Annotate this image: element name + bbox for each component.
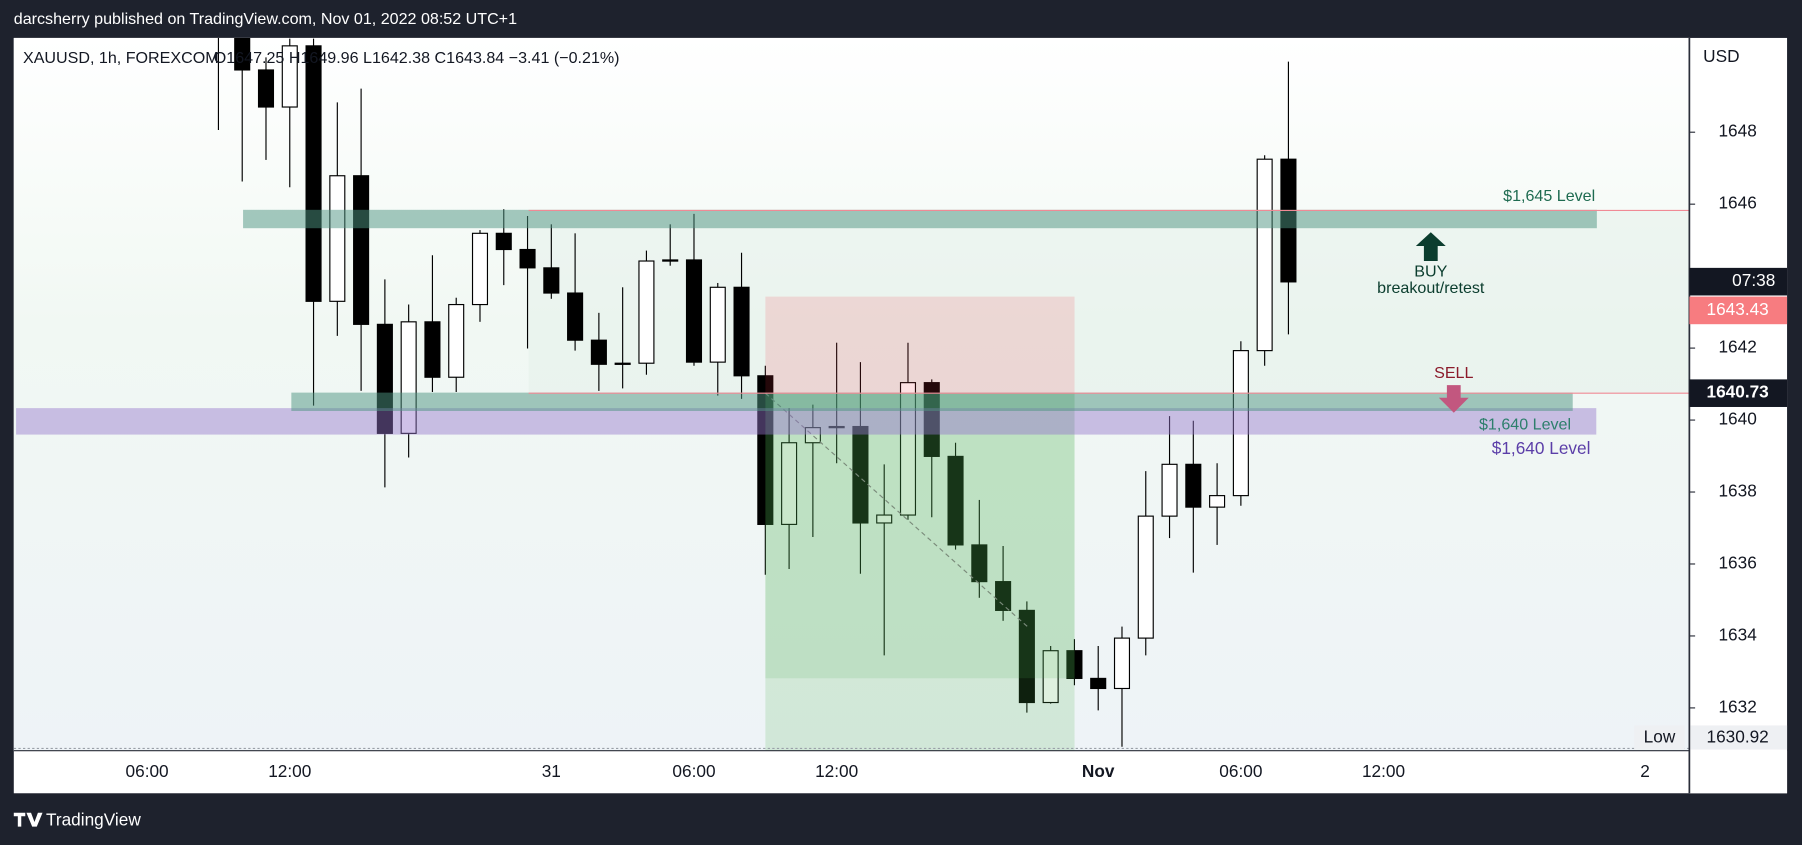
x-tick-label: 12:00 bbox=[268, 761, 311, 781]
axis-corner bbox=[1689, 750, 1788, 794]
stop-zone bbox=[765, 296, 1075, 394]
candle-body bbox=[876, 514, 893, 524]
candle-body bbox=[257, 69, 275, 108]
symbol: XAUUSD, 1h, FOREXCOM bbox=[23, 49, 219, 67]
candle-body bbox=[638, 260, 655, 364]
candles bbox=[217, 37, 1297, 747]
zone-1640-teal bbox=[291, 392, 1573, 412]
candle-body bbox=[614, 362, 631, 365]
y-tick-label: 1634 bbox=[1718, 624, 1757, 644]
zone-1640-purple bbox=[16, 408, 1597, 435]
candle-body bbox=[899, 382, 917, 516]
target-zone bbox=[765, 393, 1075, 679]
target-zone-lower bbox=[765, 678, 1075, 751]
x-tick-label: 06:00 bbox=[1219, 761, 1262, 781]
candle-body bbox=[1185, 463, 1202, 508]
last-price: 1643.43 bbox=[1706, 299, 1768, 319]
candle-body bbox=[781, 442, 798, 525]
candle-body bbox=[1209, 495, 1226, 508]
candle-body bbox=[947, 455, 964, 546]
candle-body bbox=[543, 267, 560, 294]
annotation: breakout/retest bbox=[1377, 279, 1485, 297]
candle-body bbox=[424, 321, 441, 378]
y-tick-label: 1646 bbox=[1718, 193, 1756, 213]
publisher: darcsherry published on TradingView.com,… bbox=[14, 10, 517, 28]
candle-body bbox=[852, 425, 869, 524]
annotation: BUY bbox=[1414, 263, 1447, 281]
x-tick-label: 2 bbox=[1640, 761, 1650, 781]
y-tick-label: 1640 bbox=[1718, 409, 1756, 429]
trade-path bbox=[765, 392, 1028, 627]
candle-body bbox=[281, 45, 298, 108]
unit-label: USD bbox=[1703, 46, 1739, 66]
y-tick-label: 1638 bbox=[1718, 481, 1756, 501]
candle-body bbox=[471, 232, 489, 306]
candle-body bbox=[757, 375, 774, 525]
low-price-badge bbox=[1690, 725, 1788, 750]
candle-body bbox=[995, 581, 1012, 611]
candle-body bbox=[1066, 650, 1083, 679]
candle-body bbox=[305, 45, 322, 302]
y-tick-label: 1648 bbox=[1718, 121, 1756, 141]
candle-body bbox=[733, 286, 750, 377]
brand: TradingView bbox=[46, 809, 141, 829]
range-shade bbox=[528, 210, 1690, 394]
last-price-badge bbox=[1689, 296, 1788, 325]
sell-arrow bbox=[1438, 385, 1469, 413]
candle-body bbox=[685, 259, 703, 363]
y-tick-label: 1632 bbox=[1718, 696, 1756, 716]
annotation: $1,645 Level bbox=[1503, 187, 1595, 205]
candle-body bbox=[1161, 463, 1178, 517]
x-tick-label: 06:00 bbox=[672, 761, 715, 781]
candle-body bbox=[1256, 158, 1273, 352]
candle-body bbox=[234, 37, 251, 71]
x-tick-label: 12:00 bbox=[1362, 761, 1405, 781]
candle-body bbox=[828, 425, 845, 429]
candle-body bbox=[971, 544, 988, 583]
countdown: 07:38 bbox=[1732, 270, 1775, 290]
countdown-badge bbox=[1689, 267, 1788, 296]
zone-1645 bbox=[243, 209, 1597, 229]
candle-body bbox=[567, 292, 584, 341]
candle-body bbox=[662, 259, 679, 262]
line-price: 1640.73 bbox=[1706, 382, 1768, 402]
low-price: 1630.92 bbox=[1706, 727, 1768, 747]
y-tick-label: 1642 bbox=[1718, 337, 1756, 357]
annotation: $1,640 Level bbox=[1492, 438, 1591, 458]
x-tick-label: Nov bbox=[1082, 761, 1115, 781]
candle-body bbox=[1137, 515, 1154, 639]
annotation: $1,640 Level bbox=[1479, 416, 1571, 434]
candle-body bbox=[329, 175, 346, 302]
buy-arrow bbox=[1415, 232, 1446, 261]
ohlc-legend: O1647.25 H1649.96 L1642.38 C1643.84 −3.4… bbox=[214, 49, 620, 67]
line-price-badge bbox=[1689, 379, 1788, 407]
x-tick-label: 06:00 bbox=[126, 761, 169, 781]
candle-body bbox=[709, 286, 726, 363]
candle-body bbox=[448, 303, 465, 378]
candle-body bbox=[1018, 609, 1035, 704]
candle-body bbox=[353, 175, 370, 325]
candle-body bbox=[1042, 650, 1059, 704]
candle-body bbox=[1090, 677, 1107, 690]
x-tick-label: 31 bbox=[542, 761, 561, 781]
y-tick-label: 1636 bbox=[1718, 553, 1756, 573]
candle-body bbox=[495, 232, 512, 251]
candle-body bbox=[590, 339, 607, 365]
annotation: SELL bbox=[1434, 364, 1473, 382]
x-tick-label: 12:00 bbox=[815, 761, 858, 781]
brand-logo bbox=[13, 812, 43, 827]
candle-body bbox=[1113, 637, 1131, 690]
low-tag bbox=[1634, 725, 1685, 750]
candle-body bbox=[1232, 350, 1249, 497]
candle-body bbox=[519, 248, 536, 269]
drawings bbox=[13, 209, 1690, 751]
low-label: Low bbox=[1644, 727, 1676, 747]
